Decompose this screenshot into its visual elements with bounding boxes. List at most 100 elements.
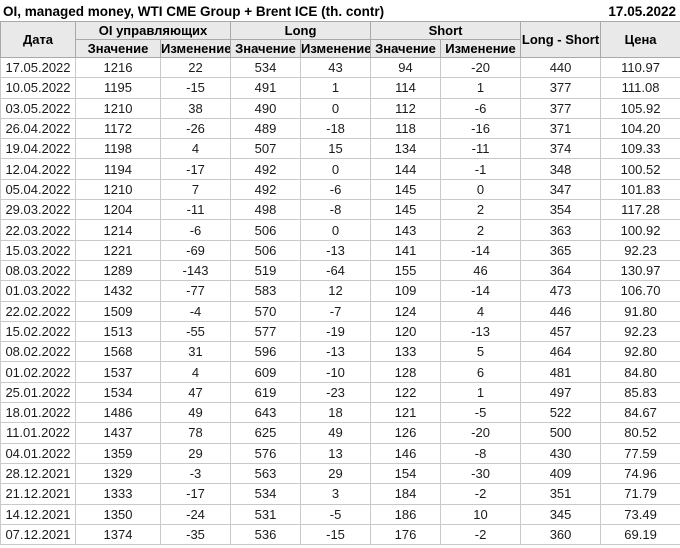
table-row: 25.01.2022 1534 47 619 -23 122 1 497 85.83 xyxy=(0,381,680,404)
oi-change-cell: 31 xyxy=(159,341,232,363)
short-value-cell: 109 xyxy=(370,280,442,302)
long-value-cell: 563 xyxy=(230,462,302,485)
short-value-cell: 146 xyxy=(370,442,442,464)
table-row: 28.12.2021 1329 -3 563 29 154 -30 409 74.96 xyxy=(0,462,680,485)
long-short-cell: 354 xyxy=(520,199,602,221)
oi-value-cell: 1204 xyxy=(75,199,161,221)
short-value-cell: 133 xyxy=(370,341,442,363)
price-cell: 104.20 xyxy=(600,117,680,140)
long-value-cell: 506 xyxy=(230,239,302,261)
long-short-cell: 473 xyxy=(520,280,602,302)
short-change-cell: 46 xyxy=(440,259,522,282)
table-row: 04.01.2022 1359 29 576 13 146 -8 430 77.59 xyxy=(0,442,680,464)
date-cell: 15.03.2022 xyxy=(0,239,76,261)
date-cell: 10.05.2022 xyxy=(0,77,76,99)
oi-value-cell: 1210 xyxy=(75,97,161,119)
short-change-cell: 2 xyxy=(440,199,522,221)
date-cell: 21.12.2021 xyxy=(0,483,76,505)
long-short-cell: 522 xyxy=(520,402,602,424)
price-cell: 105.92 xyxy=(600,97,680,119)
long-value-cell: 531 xyxy=(230,503,302,525)
oi-change-cell: 4 xyxy=(159,361,232,383)
price-cell: 117.28 xyxy=(600,199,680,221)
header-long-value: Значение xyxy=(230,39,302,58)
long-value-cell: 498 xyxy=(230,199,302,221)
long-change-cell: -10 xyxy=(300,361,372,383)
short-change-cell: -20 xyxy=(440,422,522,444)
header-short-value: Значение xyxy=(370,39,442,58)
long-value-cell: 534 xyxy=(230,483,302,505)
short-value-cell: 184 xyxy=(370,483,442,505)
oi-value-cell: 1195 xyxy=(75,77,161,99)
oi-change-cell: -17 xyxy=(159,483,232,505)
header-group-short: Short xyxy=(370,21,522,40)
long-short-cell: 440 xyxy=(520,56,602,79)
oi-value-cell: 1172 xyxy=(75,117,161,140)
price-cell: 130.97 xyxy=(600,259,680,282)
long-short-cell: 348 xyxy=(520,158,602,180)
long-change-cell: 18 xyxy=(300,402,372,424)
long-change-cell: 15 xyxy=(300,138,372,160)
long-change-cell: 12 xyxy=(300,280,372,302)
header-short-change: Изменение xyxy=(440,39,522,58)
long-short-cell: 446 xyxy=(520,300,602,322)
date-cell: 01.02.2022 xyxy=(0,361,76,383)
long-change-cell: -23 xyxy=(300,381,372,404)
long-value-cell: 519 xyxy=(230,259,302,282)
long-value-cell: 570 xyxy=(230,300,302,322)
header-group-long: Long xyxy=(230,21,372,40)
long-change-cell: -18 xyxy=(300,117,372,140)
short-value-cell: 145 xyxy=(370,199,442,221)
long-value-cell: 534 xyxy=(230,56,302,79)
table-row: 01.03.2022 1432 -77 583 12 109 -14 473 106.70 xyxy=(0,280,680,302)
long-change-cell: -15 xyxy=(300,523,372,546)
oi-change-cell: 29 xyxy=(159,442,232,464)
oi-value-cell: 1194 xyxy=(75,158,161,180)
oi-change-cell: -6 xyxy=(159,219,232,241)
long-short-cell: 364 xyxy=(520,259,602,282)
oi-value-cell: 1437 xyxy=(75,422,161,444)
long-change-cell: -13 xyxy=(300,341,372,363)
oi-change-cell: -69 xyxy=(159,239,232,261)
short-value-cell: 122 xyxy=(370,381,442,404)
price-cell: 84.67 xyxy=(600,402,680,424)
date-cell: 04.01.2022 xyxy=(0,442,76,464)
short-value-cell: 143 xyxy=(370,219,442,241)
short-change-cell: -2 xyxy=(440,523,522,546)
oi-value-cell: 1221 xyxy=(75,239,161,261)
oi-change-cell: -35 xyxy=(159,523,232,546)
long-value-cell: 491 xyxy=(230,77,302,99)
price-cell: 92.23 xyxy=(600,320,680,343)
header-group-oi: OI управляющих xyxy=(74,21,232,40)
price-cell: 92.23 xyxy=(600,239,680,261)
short-change-cell: -8 xyxy=(440,442,522,464)
long-short-cell: 365 xyxy=(520,239,602,261)
long-value-cell: 576 xyxy=(230,442,302,464)
date-cell: 05.04.2022 xyxy=(0,178,76,201)
long-change-cell: -64 xyxy=(300,259,372,282)
oi-change-cell: 4 xyxy=(159,138,232,160)
date-cell: 28.12.2021 xyxy=(0,462,76,485)
short-change-cell: 4 xyxy=(440,300,522,322)
header-oi-value: Значение xyxy=(75,39,161,58)
short-value-cell: 112 xyxy=(370,97,442,119)
long-change-cell: 0 xyxy=(300,158,372,180)
long-value-cell: 492 xyxy=(230,158,302,180)
oi-value-cell: 1333 xyxy=(75,483,161,505)
date-cell: 17.05.2022 xyxy=(0,56,76,79)
oi-change-cell: -17 xyxy=(159,158,232,180)
date-cell: 29.03.2022 xyxy=(0,199,76,221)
long-change-cell: -7 xyxy=(300,300,372,322)
long-short-cell: 481 xyxy=(520,361,602,383)
price-cell: 101.83 xyxy=(600,178,680,201)
date-cell: 22.03.2022 xyxy=(0,219,76,241)
table-row: 03.05.2022 1210 38 490 0 112 -6 377 105.92 xyxy=(0,97,680,119)
short-change-cell: -20 xyxy=(440,56,522,79)
long-change-cell: 13 xyxy=(300,442,372,464)
long-change-cell: 49 xyxy=(300,422,372,444)
short-value-cell: 124 xyxy=(370,300,442,322)
table-row: 14.12.2021 1350 -24 531 -5 186 10 345 73.49 xyxy=(0,503,680,525)
table-row: 11.01.2022 1437 78 625 49 126 -20 500 80.52 xyxy=(0,422,680,444)
table-header: Дата OI управляющих Long Short Long - Sh… xyxy=(0,21,680,58)
long-change-cell: -13 xyxy=(300,239,372,261)
